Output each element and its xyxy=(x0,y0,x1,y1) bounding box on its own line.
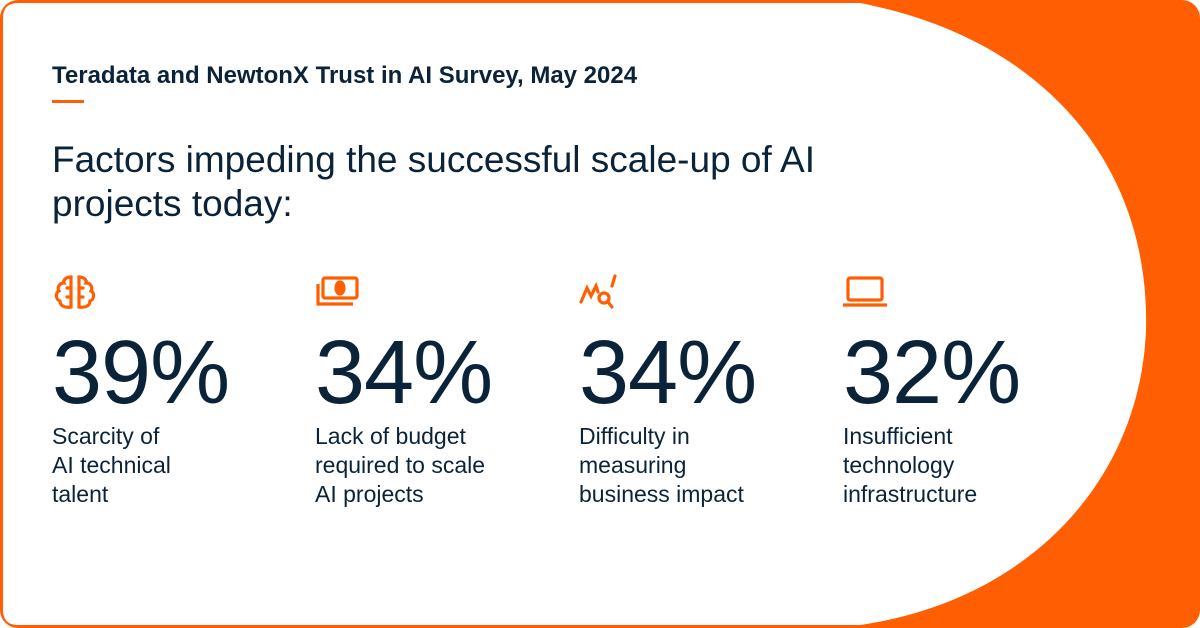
stat-description: Insufficient technology infrastructure xyxy=(843,423,978,507)
accent-divider xyxy=(52,100,84,103)
stat-value: 39% xyxy=(52,323,230,423)
stat-budget: 34% Lack of budget required to scale AI … xyxy=(315,274,545,509)
stat-infrastructure: 32% Insufficient technology infrastructu… xyxy=(843,274,1073,509)
survey-label: Teradata and NewtonX Trust in AI Survey,… xyxy=(52,62,638,89)
stat-value: 32% xyxy=(843,323,1021,423)
stat-talent: 39% Scarcity of AI technical talent xyxy=(52,274,282,509)
stat-value: 34% xyxy=(315,323,493,423)
money-icon xyxy=(316,276,359,306)
chart-search-icon xyxy=(579,274,617,309)
stat-description: Lack of budget required to scale AI proj… xyxy=(315,423,486,507)
laptop-icon xyxy=(843,276,887,307)
stat-impact: 34% Difficulty in measuring business imp… xyxy=(579,274,809,509)
stat-description: Difficulty in measuring business impact xyxy=(579,423,744,507)
stat-description: Scarcity of AI technical talent xyxy=(52,423,171,507)
headline: Factors impeding the successful scale-up… xyxy=(52,139,815,224)
brain-icon xyxy=(54,275,96,309)
stat-value: 34% xyxy=(579,323,757,423)
